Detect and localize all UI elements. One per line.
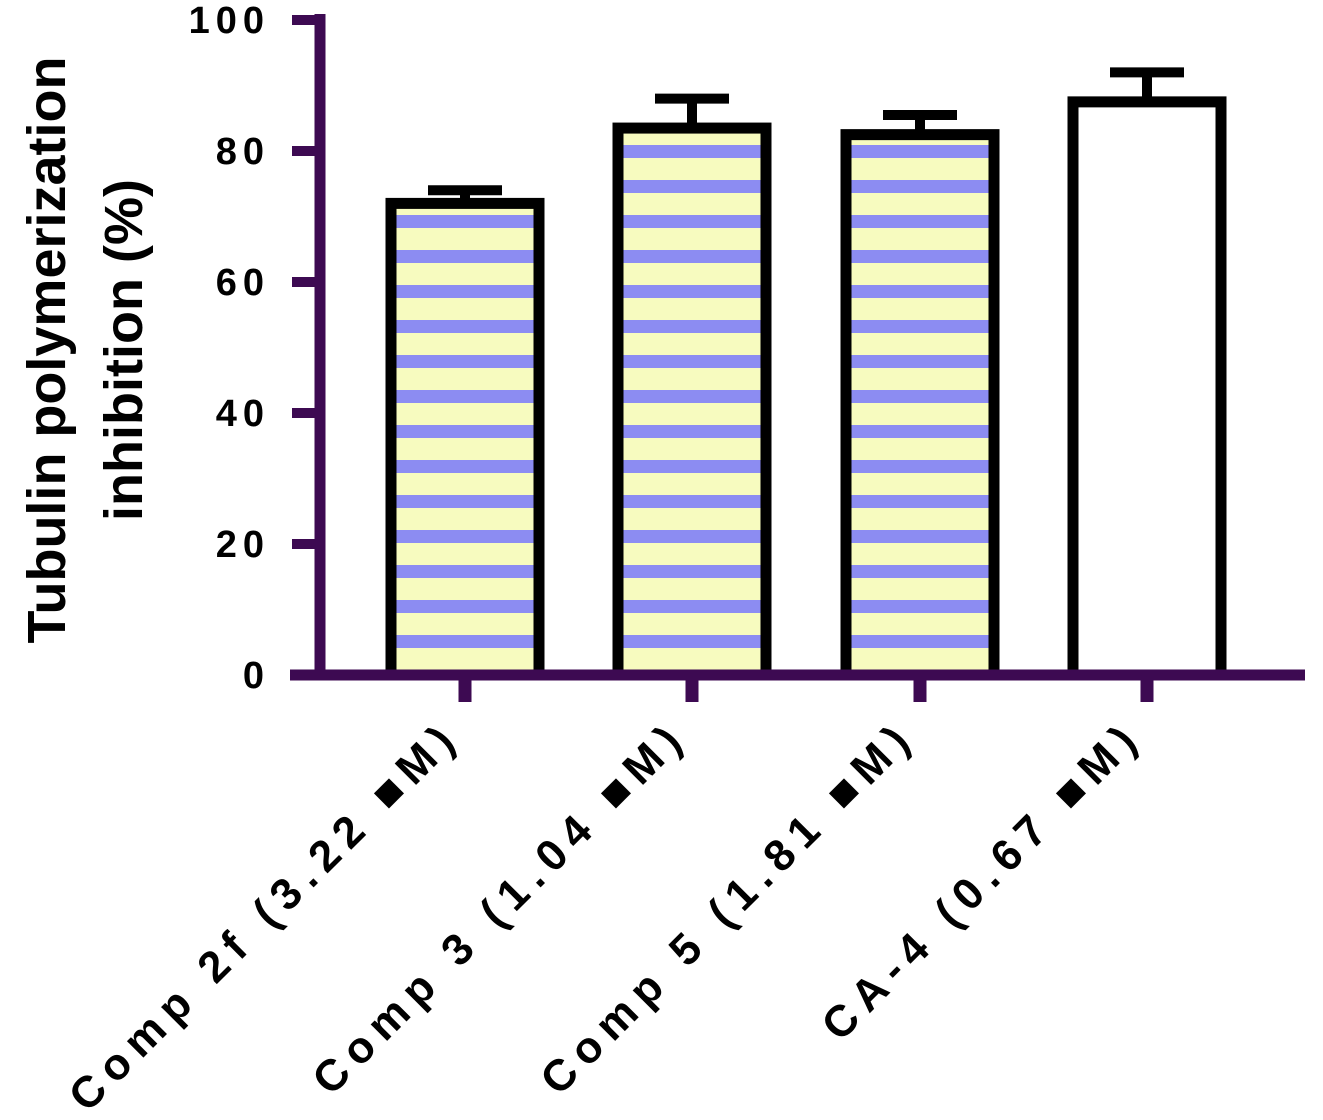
y-axis-title-line-1: Tubulin polymerization (17, 57, 77, 644)
y-tick-label-60: 60 (216, 262, 270, 304)
bar-1 (385, 197, 545, 681)
bar-3 (840, 129, 1000, 681)
x-tick-label-1: Comp 2f (3.22 ■M) (60, 710, 471, 1115)
bar-2 (612, 122, 772, 681)
y-tick-label-0: 0 (243, 655, 270, 697)
y-tick-label-100: 100 (189, 0, 270, 42)
y-axis-title-line-2: inhibition (%) (94, 179, 154, 521)
y-tick-label-20: 20 (216, 524, 270, 566)
y-tick-label-80: 80 (216, 131, 270, 173)
x-tick-label-3: Comp 5 (1.81 ■M) (531, 710, 925, 1104)
axes-layer (290, 14, 1305, 702)
x-tick-label-2: Comp 3 (1.04 ■M) (303, 710, 697, 1104)
bars-layer (385, 67, 1227, 681)
bar-4 (1067, 96, 1227, 681)
y-tick-label-40: 40 (216, 393, 270, 435)
